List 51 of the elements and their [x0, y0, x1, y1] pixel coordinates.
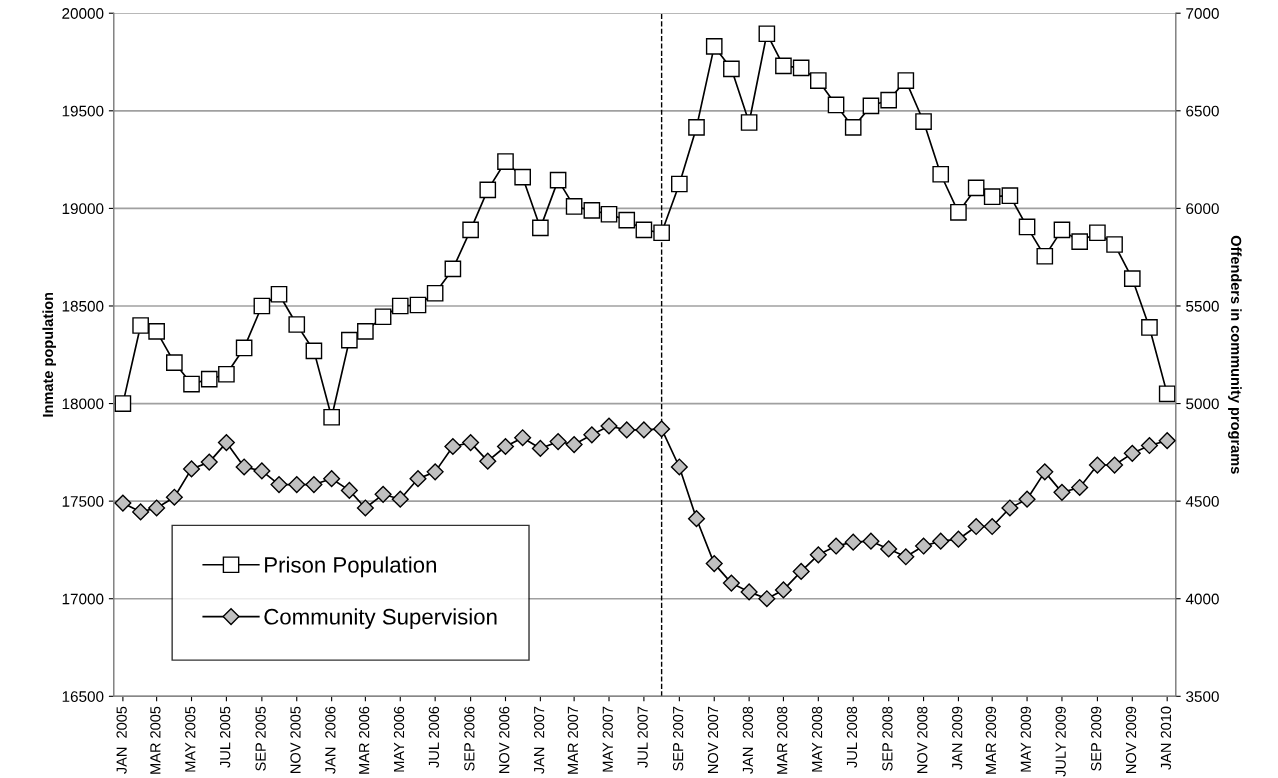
x-tick-label: JAN 2008: [742, 706, 754, 774]
y-tick-label: 19500: [62, 105, 104, 117]
x-tick-label: NOV 2005: [290, 706, 301, 773]
legend-label: Prison Population: [265, 556, 437, 578]
x-tick-label: MAY 2005: [185, 706, 196, 772]
x-tick-label: JUL 2006: [428, 706, 440, 768]
x-tick-label: JUL 2008: [846, 706, 858, 768]
y-tick-label: 20000: [62, 8, 104, 19]
x-tick-label: NOV 2006: [499, 706, 510, 773]
x-tick-label: SEP 2005: [255, 706, 266, 771]
x-tick-label: JAN 2006: [325, 706, 336, 774]
x-tick-label: JAN 2010: [1160, 706, 1172, 770]
x-tick-label: SEP 2006: [464, 706, 475, 771]
x-tick-label: JAN 2007: [533, 706, 545, 774]
y2-tick-label: 3500: [1186, 691, 1219, 702]
y-tick-label: 17000: [62, 593, 104, 605]
x-tick-label: NOV 2008: [917, 706, 928, 773]
y-tick-label: 18000: [62, 398, 104, 410]
x-tick-label: SEP 2007: [672, 706, 684, 771]
x-tick-label: SEP 2009: [1091, 706, 1102, 771]
x-tick-label: MAY 2006: [393, 706, 405, 772]
x-tick-label: JAN 2009: [952, 706, 963, 770]
x-tick-label: JUL 2005: [219, 706, 231, 768]
legend-label: Community Supervision: [264, 608, 497, 629]
x-tick-label: MAR 2007: [567, 706, 579, 774]
y-tick-label: 18500: [62, 300, 104, 312]
x-tick-label: MAY 2009: [1020, 706, 1031, 772]
y2-tick-label: 7000: [1186, 8, 1219, 19]
y2-tick-label: 6000: [1186, 203, 1219, 215]
x-tick-label: JULY 2009: [1055, 706, 1066, 777]
x-tick-label: JUL 2007: [637, 706, 648, 768]
x-tick-label: JAN 2005: [116, 706, 127, 774]
x-tick-label: NOV 2009: [1125, 706, 1137, 773]
x-tick-label: MAY 2007: [602, 706, 613, 772]
y-tick-label: 19000: [62, 203, 104, 215]
y-tick-label: 16500: [62, 691, 104, 702]
x-tick-label: MAR 2005: [150, 706, 161, 774]
x-tick-label: MAR 2008: [777, 706, 788, 774]
x-tick-label: MAY 2008: [811, 706, 823, 772]
y2-tick-label: 5500: [1186, 300, 1219, 312]
y2-tick-label: 4000: [1185, 593, 1219, 605]
x-tick-label: NOV 2007: [707, 706, 719, 773]
y2-axis-title: Offenders in community programs: [1228, 235, 1242, 474]
y2-tick-label: 4500: [1185, 496, 1219, 507]
x-tick-label: MAR 2006: [358, 706, 370, 774]
x-tick-label: MAR 2009: [985, 706, 997, 774]
y2-tick-label: 5000: [1186, 398, 1219, 410]
y-tick-label: 17500: [62, 496, 104, 507]
x-tick-label: SEP 2008: [882, 706, 893, 771]
y2-tick-label: 6500: [1186, 105, 1219, 117]
y-axis-title: Inmate population: [42, 292, 56, 417]
